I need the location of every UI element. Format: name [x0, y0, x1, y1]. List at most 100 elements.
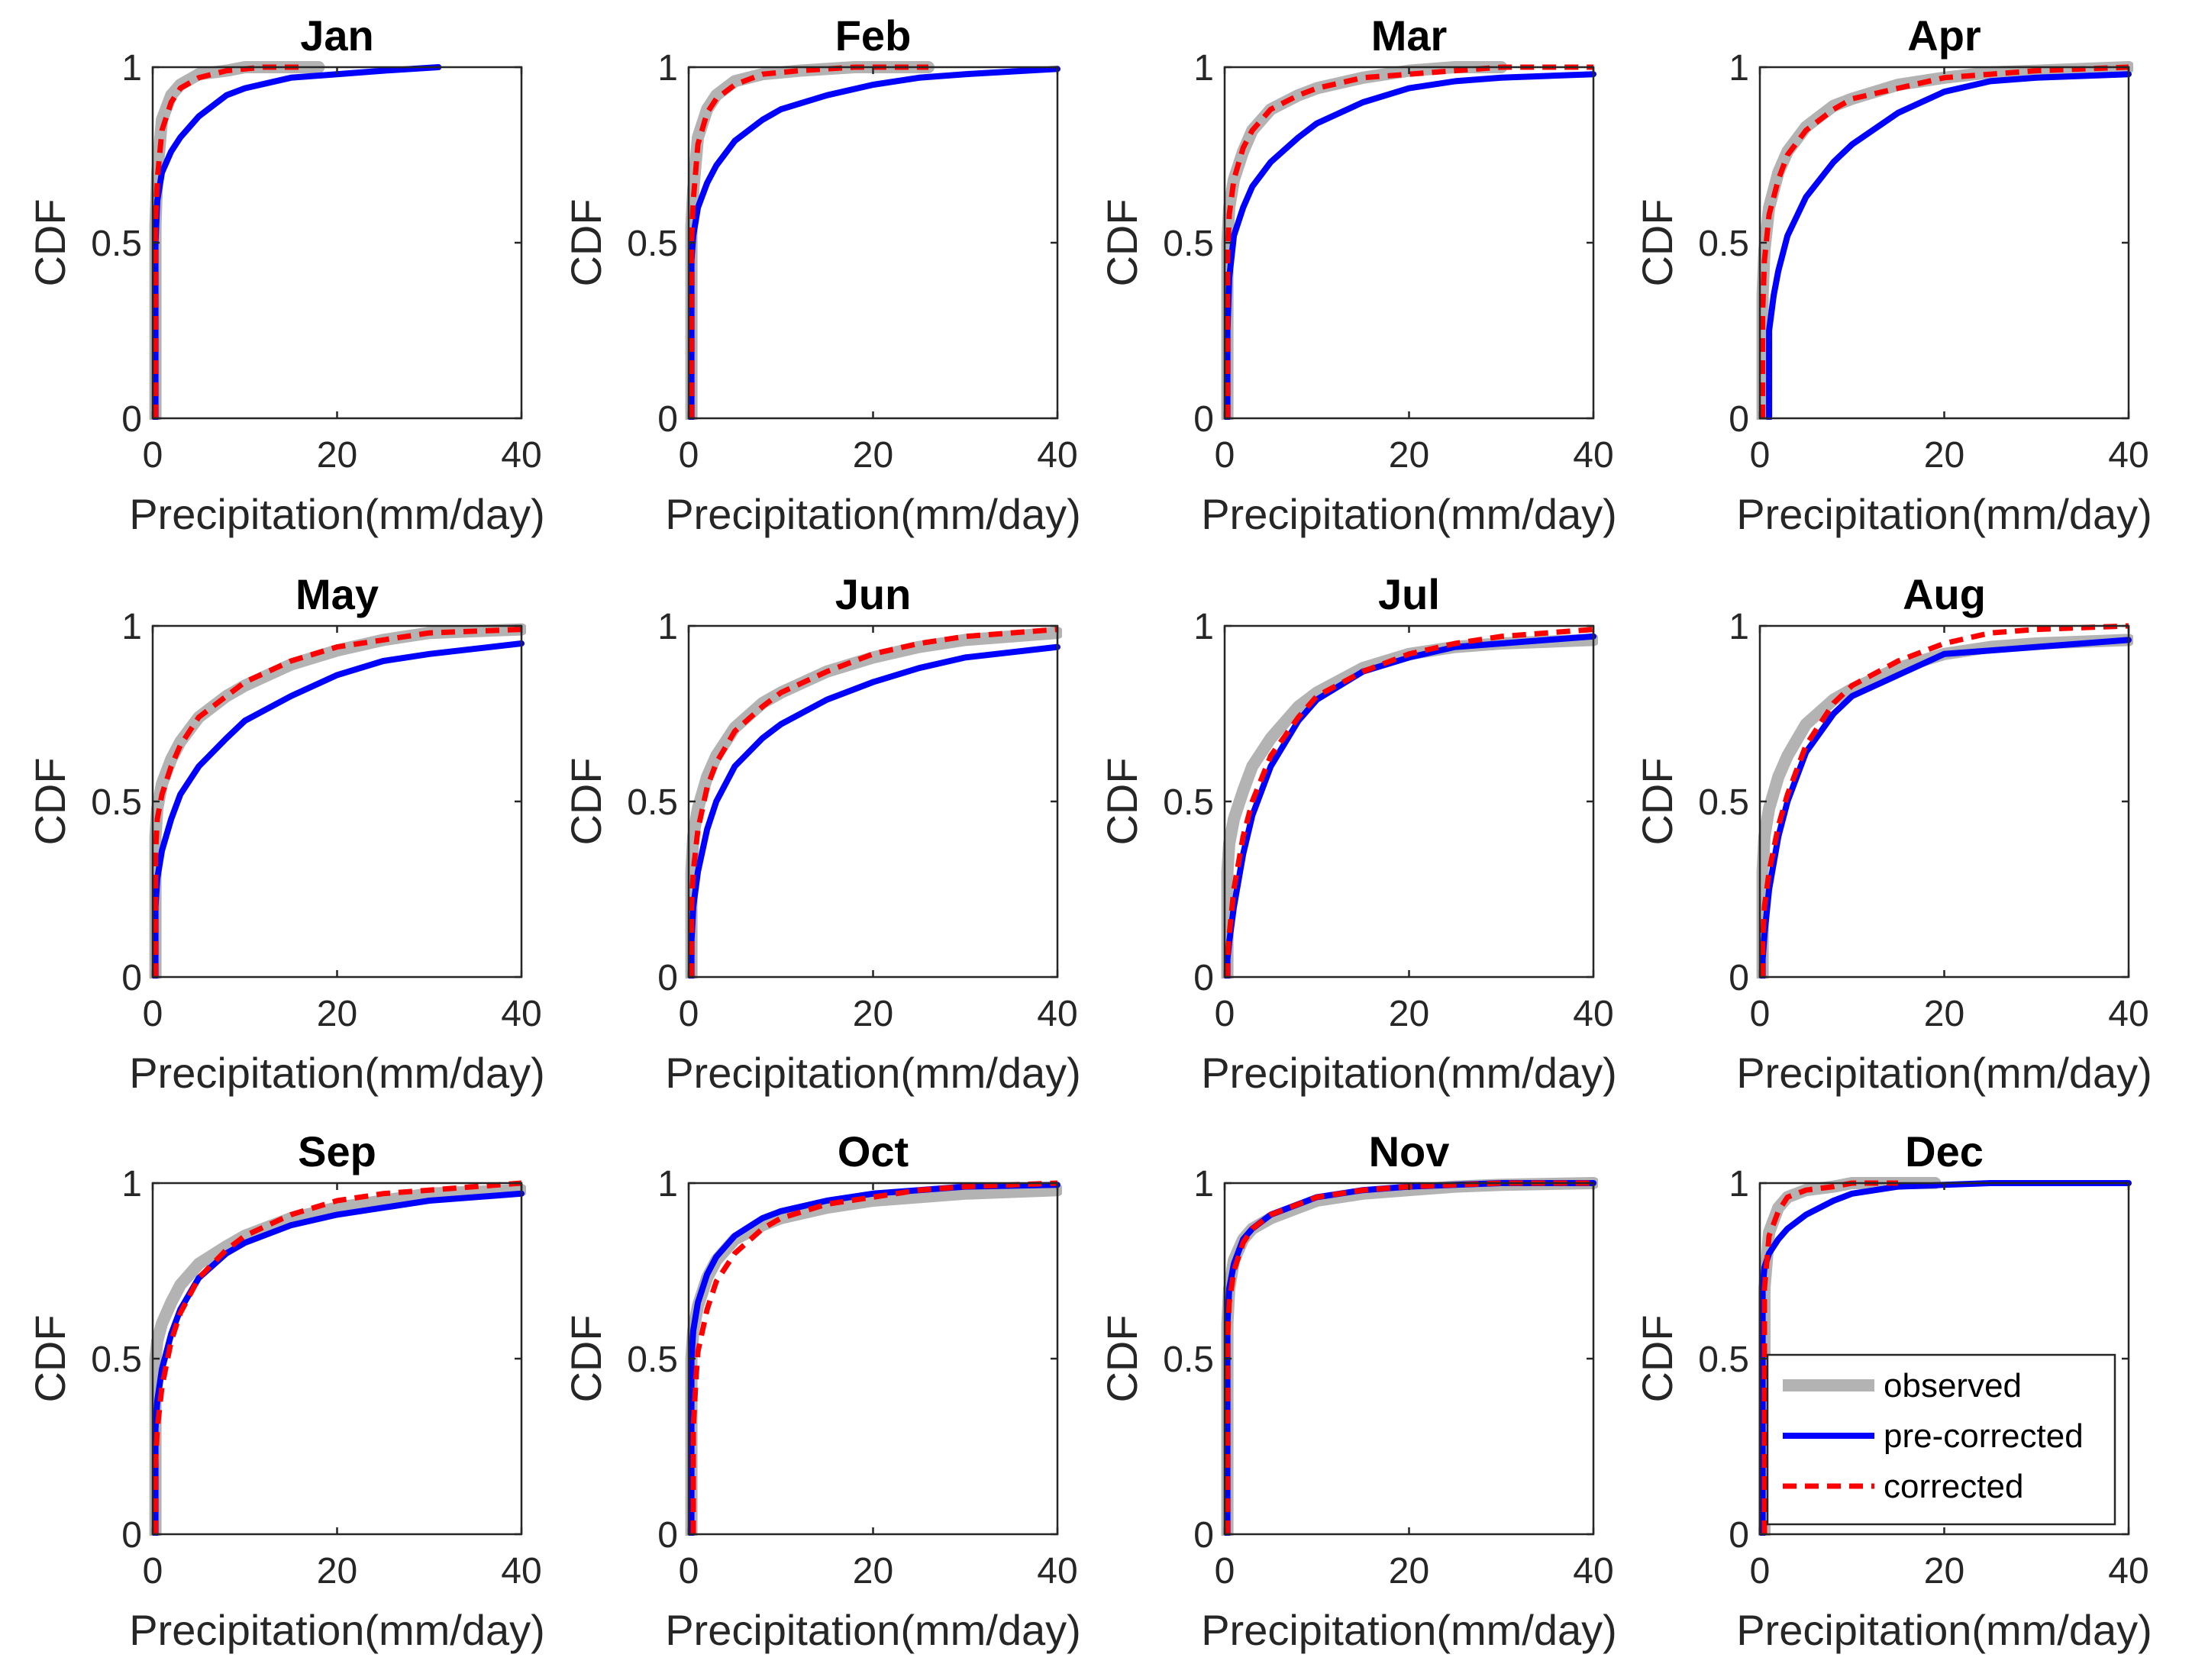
x-tick-label: 0 — [1750, 1551, 1771, 1591]
series-line-corrected — [689, 627, 1058, 977]
y-tick-label: 0 — [1729, 958, 1749, 998]
x-tick-label: 20 — [1924, 1551, 1964, 1591]
x-tick-label: 0 — [679, 994, 699, 1034]
series-group — [149, 1180, 526, 1536]
panel-mar: 0 0.5 1 0 20 40 Mar Precipitation(mm/day) CDF — [1098, 11, 1617, 538]
y-tick-label: 0 — [121, 958, 142, 998]
series-line-pre-corrected — [688, 1182, 1060, 1536]
y-axis-label: CDF — [26, 198, 74, 286]
panel-may: 0 0.5 1 0 20 40 May Precipitation(mm/day) CDF — [26, 570, 545, 1097]
y-tick-label: 1 — [657, 607, 678, 647]
x-tick-label: 0 — [679, 1551, 699, 1591]
series-line-pre-corrected — [152, 640, 525, 979]
x-tick-label: 0 — [679, 435, 699, 476]
plot-area — [153, 1183, 521, 1534]
x-axis-label: Precipitation(mm/day) — [1736, 1049, 2152, 1097]
x-axis-label: Precipitation(mm/day) — [665, 490, 1081, 538]
series-line-corrected — [690, 1180, 1058, 1534]
plot-area — [689, 1183, 1057, 1534]
x-axis-label: Precipitation(mm/day) — [129, 1606, 545, 1654]
y-tick-label: 0 — [1193, 399, 1214, 440]
x-tick-label: 40 — [2108, 1551, 2148, 1591]
series-line-pre-corrected — [1224, 633, 1596, 979]
series-line-corrected — [1761, 1180, 1899, 1534]
series-line-corrected — [1225, 64, 1593, 418]
y-tick-label: 1 — [1193, 1164, 1214, 1204]
x-tick-label: 0 — [1215, 994, 1235, 1034]
x-tick-label: 40 — [1037, 1551, 1077, 1591]
x-axis-label: Precipitation(mm/day) — [1201, 1049, 1617, 1097]
y-axis-label: CDF — [562, 198, 610, 286]
y-axis-label: CDF — [1633, 1314, 1681, 1402]
y-tick-label: 1 — [1729, 607, 1749, 647]
panel-title: Mar — [1371, 11, 1448, 60]
x-tick-label: 0 — [1215, 435, 1235, 476]
plot-area — [153, 67, 521, 418]
x-tick-label: 0 — [143, 435, 163, 476]
x-tick-label: 20 — [317, 994, 357, 1034]
panel-oct: 0 0.5 1 0 20 40 Oct Precipitation(mm/day) CDF — [562, 1127, 1081, 1654]
x-tick-label: 20 — [1389, 1551, 1429, 1591]
y-tick-label: 0.5 — [1698, 224, 1749, 264]
series-line-corrected — [153, 627, 522, 977]
panel-title: May — [295, 570, 379, 618]
y-tick-label: 0 — [1729, 1515, 1749, 1556]
y-axis-label: CDF — [26, 1314, 74, 1402]
x-axis-label: Precipitation(mm/day) — [665, 1049, 1081, 1097]
x-tick-label: 40 — [1573, 1551, 1613, 1591]
legend-label-pre-corrected: pre-corrected — [1884, 1417, 2084, 1455]
x-tick-label: 40 — [1037, 435, 1077, 476]
x-axis-label: Precipitation(mm/day) — [1736, 490, 2152, 538]
panel-jun: 0 0.5 1 0 20 40 Jun Precipitation(mm/day) CDF — [562, 570, 1081, 1097]
y-tick-label: 0 — [1193, 958, 1214, 998]
series-line-pre-corrected — [152, 64, 442, 420]
y-tick-label: 1 — [657, 48, 678, 89]
y-axis-label: CDF — [562, 1314, 610, 1402]
y-tick-label: 0 — [657, 958, 678, 998]
series-line-corrected — [1225, 1180, 1593, 1534]
series-group — [685, 1180, 1062, 1536]
x-tick-label: 40 — [501, 1551, 541, 1591]
y-tick-label: 1 — [657, 1164, 678, 1204]
x-tick-label: 0 — [1215, 1551, 1235, 1591]
y-axis-label: CDF — [1633, 198, 1681, 286]
y-tick-label: 1 — [1193, 48, 1214, 89]
y-tick-label: 0 — [1729, 399, 1749, 440]
series-line-pre-corrected — [152, 1190, 525, 1536]
panel-title: Oct — [838, 1127, 909, 1175]
series-line-corrected — [689, 64, 928, 418]
series-group — [685, 627, 1062, 979]
plot-area — [153, 626, 521, 977]
panel-jan: 0 0.5 1 0 20 40 Jan Precipitation(mm/day) CDF — [26, 11, 545, 538]
y-tick-label: 0.5 — [627, 782, 678, 823]
x-tick-label: 40 — [2108, 994, 2148, 1034]
x-tick-label: 20 — [853, 994, 893, 1034]
x-tick-label: 20 — [1389, 994, 1429, 1034]
plot-area — [1225, 626, 1593, 977]
y-tick-label: 0.5 — [91, 782, 142, 823]
series-group — [1221, 1177, 1598, 1536]
panel-title: Sep — [298, 1127, 376, 1175]
x-axis-label: Precipitation(mm/day) — [1201, 490, 1617, 538]
series-line-pre-corrected — [1224, 71, 1596, 420]
panel-title: Nov — [1369, 1127, 1450, 1175]
series-line-pre-corrected — [1766, 71, 2132, 420]
plot-area — [1760, 626, 2129, 977]
x-tick-label: 0 — [1750, 435, 1771, 476]
x-axis-label: Precipitation(mm/day) — [129, 490, 545, 538]
panel-title: Jun — [835, 570, 912, 618]
y-tick-label: 0.5 — [627, 224, 678, 264]
y-axis-label: CDF — [1633, 757, 1681, 845]
x-axis-label: Precipitation(mm/day) — [1201, 1606, 1617, 1654]
y-tick-label: 0.5 — [1163, 782, 1214, 823]
panel-feb: 0 0.5 1 0 20 40 Feb Precipitation(mm/day) CDF — [562, 11, 1081, 538]
series-line-observed — [149, 623, 526, 979]
x-tick-label: 20 — [853, 435, 893, 476]
y-axis-label: CDF — [1098, 1314, 1146, 1402]
panel-dec: 0 0.5 1 0 20 40 Dec Precipitation(mm/day) CDF obs… — [1633, 1127, 2152, 1654]
x-axis-label: Precipitation(mm/day) — [129, 1049, 545, 1097]
y-tick-label: 0 — [657, 399, 678, 440]
series-group — [1221, 627, 1598, 979]
y-axis-label: CDF — [1098, 198, 1146, 286]
x-tick-label: 0 — [143, 1551, 163, 1591]
